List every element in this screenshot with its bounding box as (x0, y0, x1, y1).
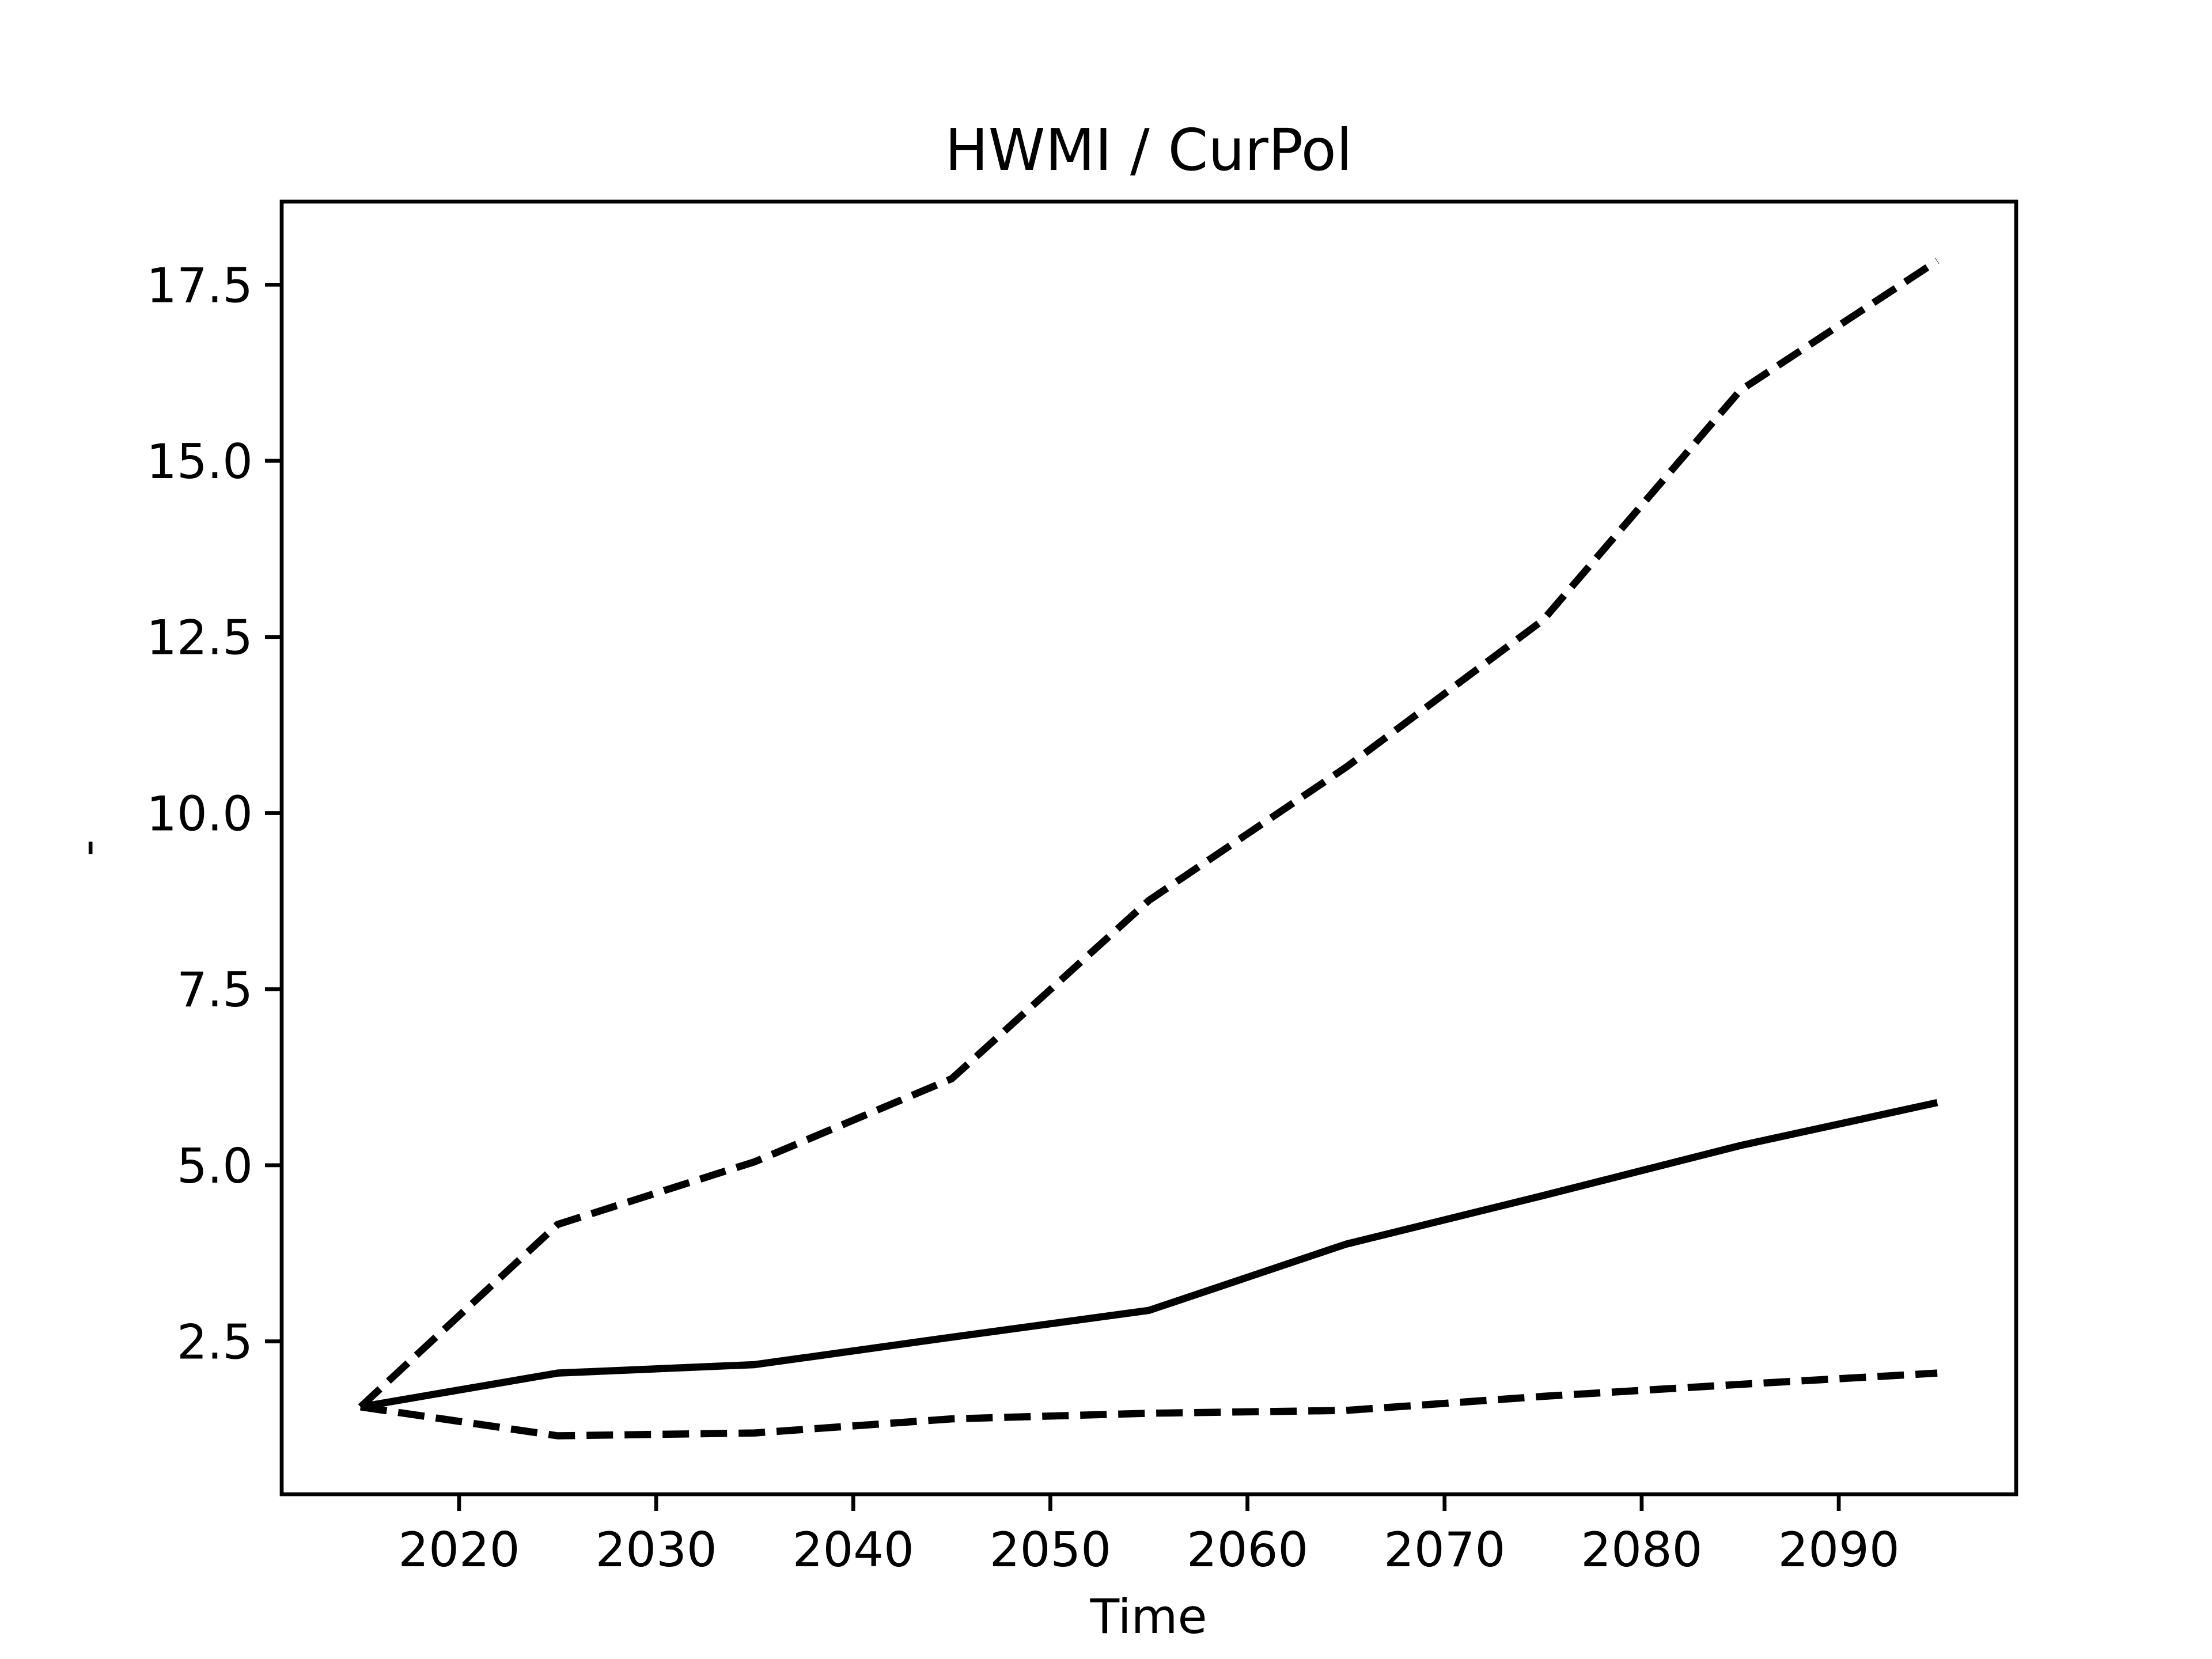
y-tick-label: 17.5 (146, 257, 253, 313)
x-axis-label: Time (1089, 1589, 1207, 1645)
x-tick-label: 2060 (1187, 1522, 1308, 1578)
x-tick-label: 2050 (990, 1522, 1111, 1578)
x-tick-label: 2040 (793, 1522, 914, 1578)
line (359, 1099, 1938, 1411)
x-tick-label: 2090 (1778, 1522, 1899, 1578)
y-tick-label: 2.5 (177, 1315, 253, 1370)
y-tick-label: 10.0 (146, 786, 253, 842)
y-tick-label: 7.5 (177, 962, 253, 1018)
y-tick-label: 15.0 (146, 434, 253, 490)
y-axis-label: - (59, 839, 115, 857)
x-tick-label: 2020 (398, 1522, 520, 1578)
y-tick-label: 12.5 (146, 610, 253, 666)
y-tick-label: 5.0 (177, 1138, 253, 1194)
x-tick-label: 2030 (595, 1522, 717, 1578)
line (358, 257, 1940, 1410)
line (359, 1369, 1938, 1440)
chart-title: HWMI / CurPol (945, 116, 1352, 184)
x-tick-label: 2080 (1581, 1522, 1702, 1578)
plot-frame (279, 199, 2018, 1497)
x-tick-label: 2070 (1384, 1522, 1505, 1578)
